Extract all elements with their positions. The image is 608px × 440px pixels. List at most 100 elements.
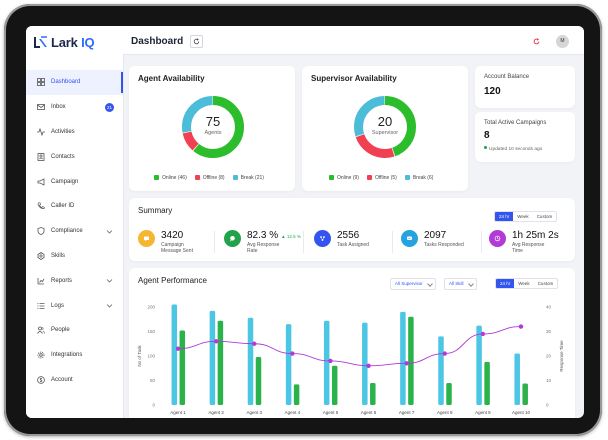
x-tick-label: Agent 3 [246,410,262,415]
sidebar-item-caller-id[interactable]: Caller ID [26,194,123,219]
refresh-icon [193,38,200,45]
sidebar-item-label: Inbox [51,104,66,111]
kpi-label: Task Assigned [337,242,369,248]
range-24hr-button[interactable]: 24 hr [495,212,514,221]
line-point [175,346,181,351]
range-custom-button[interactable]: Custom [536,214,553,219]
bar [514,353,520,405]
sidebar-item-label: Logs [51,302,65,309]
refresh-button[interactable] [190,35,203,48]
top-bar: Dashboard M [123,26,584,55]
summary-title: Summary [138,206,173,215]
donut-segment [354,96,416,158]
y2-tick-label: 30 [546,329,552,334]
x-tick-label: Agent 5 [323,410,339,415]
megaphone-icon [37,177,45,186]
sidebar-item-label: Account [51,376,73,383]
sidebar-item-label: Reports [51,277,73,284]
kpi-label: Avg Response Time [512,242,545,254]
bar [362,322,368,405]
skill-filter-dropdown[interactable]: All Skill [444,278,477,290]
bar [331,365,338,405]
chevron-down-icon[interactable] [106,277,113,284]
y-tick-label: 150 [147,329,155,334]
y-tick-label: 100 [147,354,155,359]
contacts-icon [37,152,45,161]
kpi-value: 82.3 % ▲ 12.5 % [247,230,301,241]
sidebar-item-skills[interactable]: Skills [26,244,123,269]
page-title: Dashboard [131,36,184,47]
sidebar-item-logs[interactable]: Logs [26,293,123,318]
sidebar-item-inbox[interactable]: Inbox 21 [26,95,123,120]
sidebar-item-label: People [51,327,70,334]
grid-icon [37,78,45,87]
bar [476,325,482,405]
summary-card: Summary 24 hr Week Custom 3420 Campaign Me… [129,198,575,261]
agent-availability-card: Agent Availability 75 Agents Online (46)… [129,66,295,191]
sidebar-item-label: Dashboard [51,79,81,86]
summary-range-toggle: 24 hr Week Custom [494,211,558,222]
x-tick-label: Agent 7 [399,410,415,415]
line-point [328,358,333,364]
kpi-label: Campaign Message Sent [161,242,193,254]
sidebar: Lark IQ Dashboard Inbox 21 Activities [26,26,124,418]
sidebar-item-compliance[interactable]: Compliance [26,219,123,244]
x-tick-label: Agent 6 [361,410,377,415]
reply-icon [401,230,418,247]
x-tick-label: Agent 10 [512,410,531,415]
active-campaigns-label: Total Active Campaigns [484,120,547,126]
sidebar-item-contacts[interactable]: Contacts [26,144,123,169]
agent-availability-legend: Online (46) Offline (8) Break (21) [154,175,264,181]
range-week-button[interactable]: Week [518,281,530,286]
range-24hr-button[interactable]: 24 hr [496,279,515,288]
x-tick-label: Agent 1 [170,410,186,415]
line-point [518,324,524,329]
chevron-down-icon[interactable] [106,302,113,309]
line-point [290,351,295,356]
kpi-avg-response-rate: 82.3 % ▲ 12.5 % Avg Response Rate [224,230,301,254]
chevron-down-icon[interactable] [106,228,113,235]
active-campaigns-value: 8 [484,130,490,141]
supervisor-availability-card: Supervisor Availability 20 Supervisor On… [302,66,468,191]
sidebar-item-account[interactable]: Account [26,368,123,393]
mail-icon [37,103,45,111]
sidebar-item-label: Campaign [51,178,79,185]
sidebar-item-reports[interactable]: Reports [26,268,123,293]
legend-offline: Offline (8) [194,175,225,181]
kpi-tasks-assigned: 2556 Task Assigned [314,230,369,248]
logo-icon [34,36,47,48]
kpi-value: 2556 [337,230,360,241]
supervisor-availability-center: 20 Supervisor [365,114,405,136]
range-custom-button[interactable]: Custom [537,281,554,286]
sidebar-item-label: Skills [51,252,66,259]
supervisor-availability-donut [354,96,416,158]
bar [522,383,528,405]
message-icon [138,230,155,247]
sidebar-item-activities[interactable]: Activities [26,120,123,145]
bar [293,384,300,405]
kpi-value: 3420 [161,230,184,241]
pulse-icon [37,127,45,136]
agent-availability-title: Agent Availability [138,74,205,83]
avatar[interactable]: M [556,35,569,48]
logo[interactable]: Lark IQ [34,35,95,50]
donut-segment [182,96,244,158]
refresh-alert-icon[interactable] [533,38,540,45]
sidebar-item-people[interactable]: People [26,318,123,343]
reports-icon [37,277,45,285]
y-tick-label: 50 [150,378,156,383]
sidebar-item-dashboard[interactable]: Dashboard [26,70,123,95]
gear-icon [37,351,45,359]
bar [255,356,262,405]
bar [285,324,292,405]
kpi-label: Avg Response Rate [247,242,280,254]
line-point [213,339,219,344]
sidebar-item-campaign[interactable]: Campaign [26,169,123,194]
supervisor-filter-dropdown[interactable]: All Supervisor [390,278,436,290]
sidebar-item-label: Caller ID [51,203,75,210]
phone-icon [37,202,45,210]
kpi-avg-response-time: 1h 25m 2s Avg Response Time [489,230,559,254]
sidebar-item-integrations[interactable]: Integrations [26,343,123,368]
app-screen: Lark IQ Dashboard Inbox 21 Activities [26,26,584,418]
range-week-button[interactable]: Week [517,214,529,219]
